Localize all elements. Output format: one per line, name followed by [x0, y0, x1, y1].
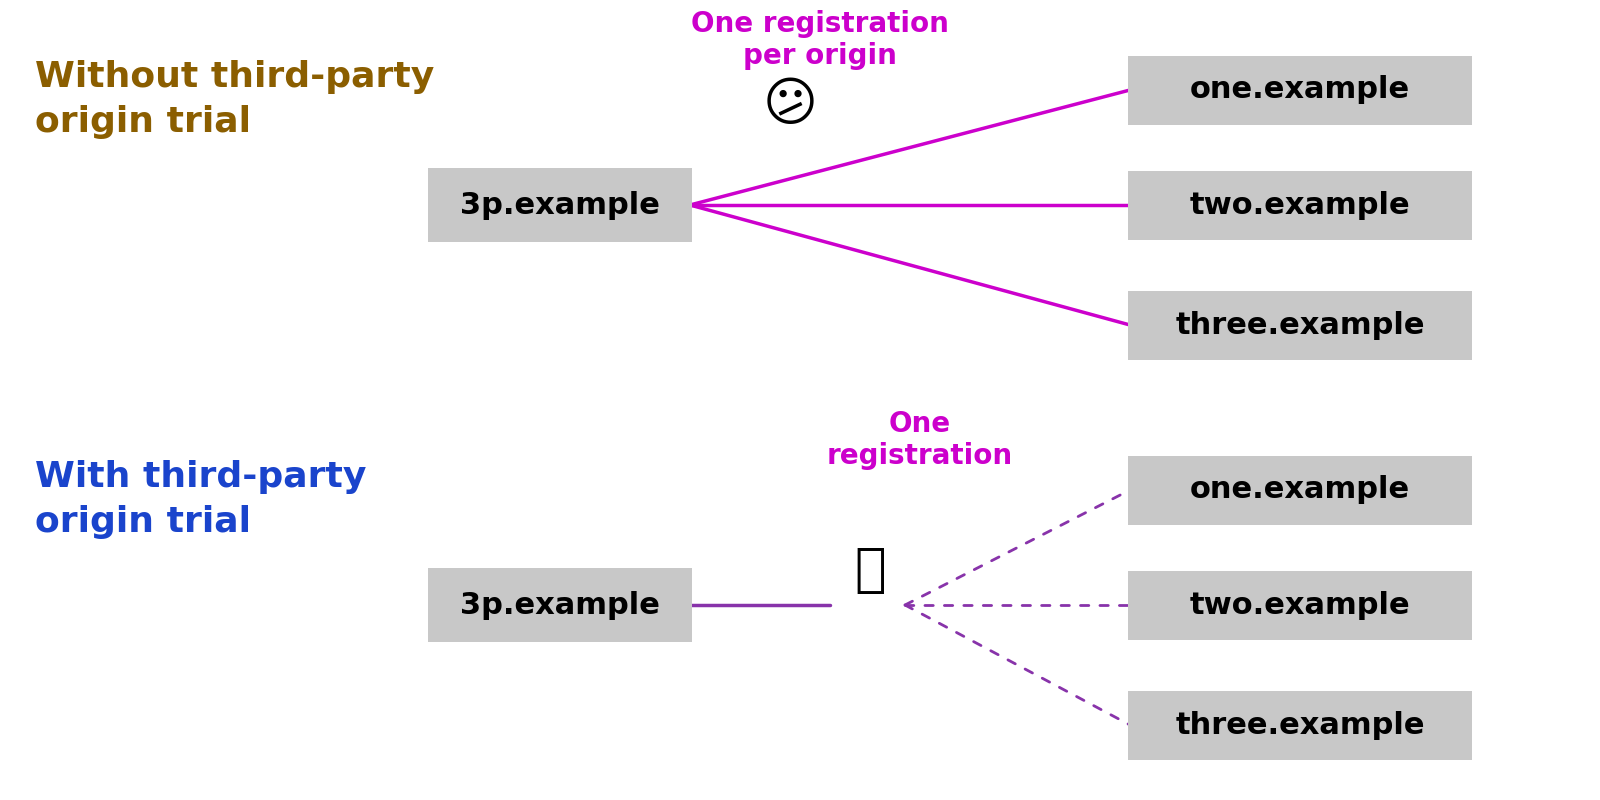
Text: registration: registration [827, 442, 1013, 470]
Text: three.example: three.example [1176, 310, 1424, 339]
Text: With third-party: With third-party [35, 460, 366, 494]
FancyBboxPatch shape [1128, 170, 1472, 239]
Text: origin trial: origin trial [35, 505, 251, 539]
Text: per origin: per origin [742, 42, 898, 70]
Text: two.example: two.example [1190, 590, 1410, 619]
FancyBboxPatch shape [1128, 570, 1472, 639]
FancyBboxPatch shape [1128, 290, 1472, 359]
Text: 😕: 😕 [763, 79, 818, 131]
FancyBboxPatch shape [429, 168, 691, 242]
Text: One: One [890, 410, 950, 438]
Text: One registration: One registration [691, 10, 949, 38]
Text: 3p.example: 3p.example [461, 590, 659, 619]
FancyBboxPatch shape [1128, 55, 1472, 125]
Text: Without third-party: Without third-party [35, 60, 434, 94]
Text: one.example: one.example [1190, 475, 1410, 505]
Text: three.example: three.example [1176, 710, 1424, 739]
FancyBboxPatch shape [429, 568, 691, 642]
Text: 🙂: 🙂 [854, 544, 886, 596]
Text: one.example: one.example [1190, 75, 1410, 105]
FancyBboxPatch shape [1128, 455, 1472, 525]
Text: 3p.example: 3p.example [461, 190, 659, 219]
Text: origin trial: origin trial [35, 105, 251, 139]
Text: two.example: two.example [1190, 190, 1410, 219]
FancyBboxPatch shape [1128, 690, 1472, 759]
